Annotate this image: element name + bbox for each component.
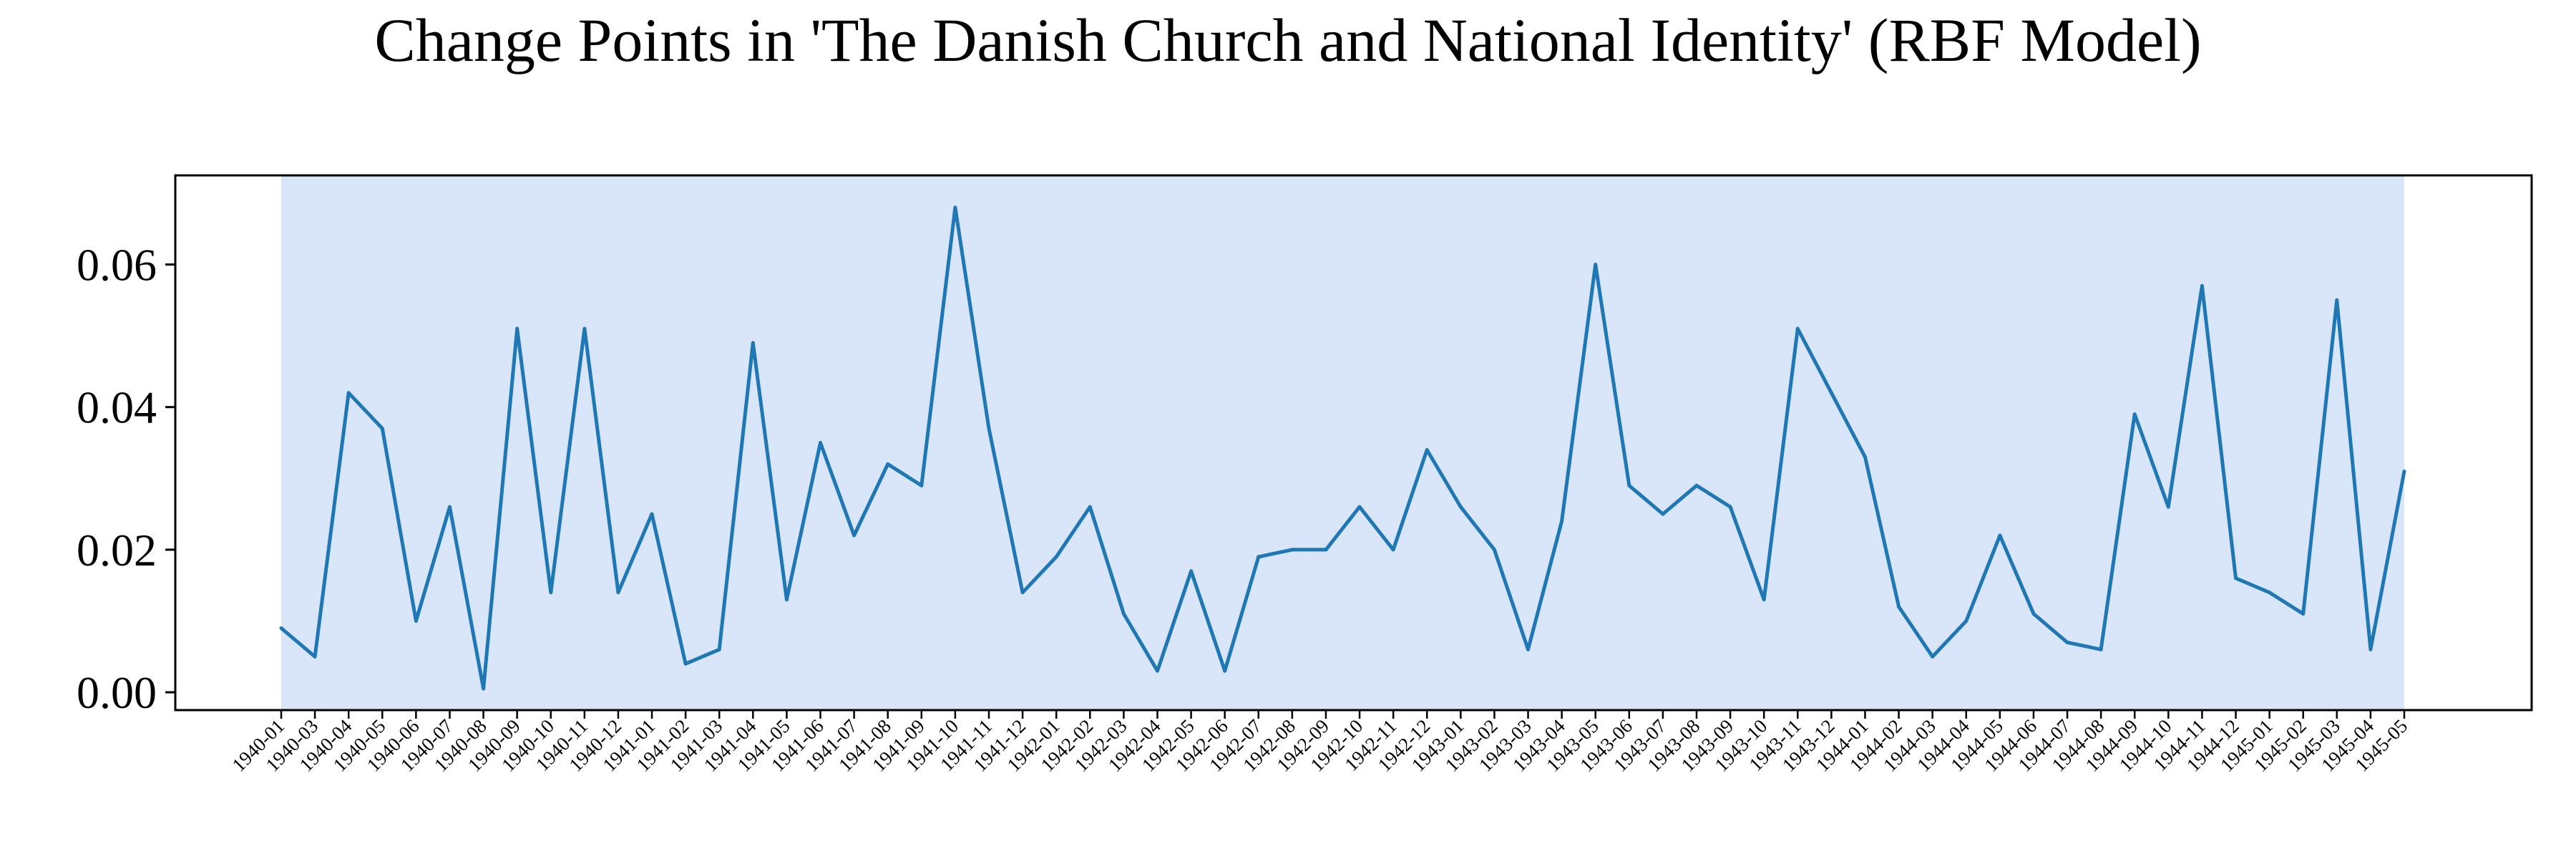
- data-point: [1795, 326, 1800, 331]
- x-axis-ticks: 1940-011940-031940-041940-051940-061940-…: [228, 710, 2411, 776]
- data-point: [2301, 612, 2306, 616]
- data-point: [1998, 533, 2002, 538]
- data-point: [1560, 519, 1564, 523]
- data-point: [2166, 505, 2170, 509]
- data-point: [1088, 505, 1092, 509]
- data-point: [2268, 591, 2272, 595]
- data-point: [1054, 555, 1058, 559]
- series-line: [280, 205, 2406, 691]
- data-point: [2335, 298, 2339, 302]
- data-point: [1931, 654, 1935, 659]
- data-point: [1694, 483, 1699, 487]
- data-point: [1627, 483, 1631, 487]
- y-tick-label: 0.00: [77, 667, 157, 718]
- data-point: [987, 427, 991, 431]
- data-point: [279, 626, 283, 630]
- y-axis-ticks: 0.00 0.02 0.04 0.06: [77, 240, 175, 718]
- plot-area-frame: [174, 174, 2533, 712]
- data-point: [1661, 512, 1665, 516]
- data-point: [1897, 605, 1901, 609]
- data-point: [953, 205, 957, 210]
- data-point: [2200, 283, 2204, 288]
- data-point: [1863, 455, 1867, 459]
- data-point: [549, 591, 553, 595]
- chart-title: Change Points in 'The Danish Church and …: [374, 6, 2201, 74]
- data-point: [380, 427, 384, 431]
- data-point: [346, 391, 351, 395]
- y-tick-label: 0.02: [77, 525, 157, 576]
- data-point: [1324, 548, 1328, 552]
- y-tick-label: 0.04: [77, 382, 157, 433]
- data-point: [2368, 647, 2373, 651]
- data-point: [1728, 505, 1732, 509]
- data-point: [919, 483, 924, 487]
- data-point: [1425, 447, 1429, 452]
- data-point: [1964, 619, 1968, 623]
- data-point: [1458, 505, 1463, 509]
- data-point: [616, 591, 620, 595]
- data-point: [1155, 669, 1159, 673]
- data-point: [784, 598, 789, 602]
- data-point: [717, 647, 721, 651]
- data-point: [1492, 548, 1496, 552]
- data-point: [2132, 412, 2137, 417]
- y-tick-label: 0.06: [77, 240, 157, 291]
- data-point: [414, 619, 418, 623]
- data-point: [1829, 391, 1833, 395]
- series-points: [279, 205, 2406, 691]
- data-point: [2402, 469, 2406, 473]
- data-point: [1594, 263, 1598, 266]
- data-point: [447, 505, 452, 509]
- highlight-region: [281, 175, 2404, 710]
- data-point: [1526, 647, 1531, 651]
- data-point: [2234, 576, 2238, 581]
- data-point: [852, 533, 857, 538]
- data-point: [1189, 569, 1194, 573]
- data-point: [819, 441, 823, 445]
- data-point: [683, 661, 688, 666]
- data-point: [2099, 647, 2103, 651]
- data-point: [886, 462, 890, 466]
- data-point: [2031, 612, 2036, 616]
- data-point: [2065, 640, 2069, 644]
- data-point: [1257, 555, 1261, 559]
- data-point: [751, 341, 755, 345]
- data-point: [1020, 591, 1025, 595]
- data-point: [515, 326, 519, 331]
- data-point: [1762, 598, 1766, 602]
- data-point: [1223, 669, 1227, 673]
- data-point: [1121, 612, 1126, 616]
- data-point: [1391, 548, 1395, 552]
- data-point: [582, 326, 587, 331]
- data-point: [650, 512, 654, 516]
- data-point: [1357, 505, 1362, 509]
- data-point: [482, 686, 486, 691]
- data-point: [313, 654, 317, 659]
- data-point: [1290, 548, 1294, 552]
